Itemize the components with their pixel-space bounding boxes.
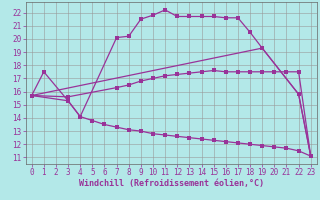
X-axis label: Windchill (Refroidissement éolien,°C): Windchill (Refroidissement éolien,°C)	[79, 179, 264, 188]
